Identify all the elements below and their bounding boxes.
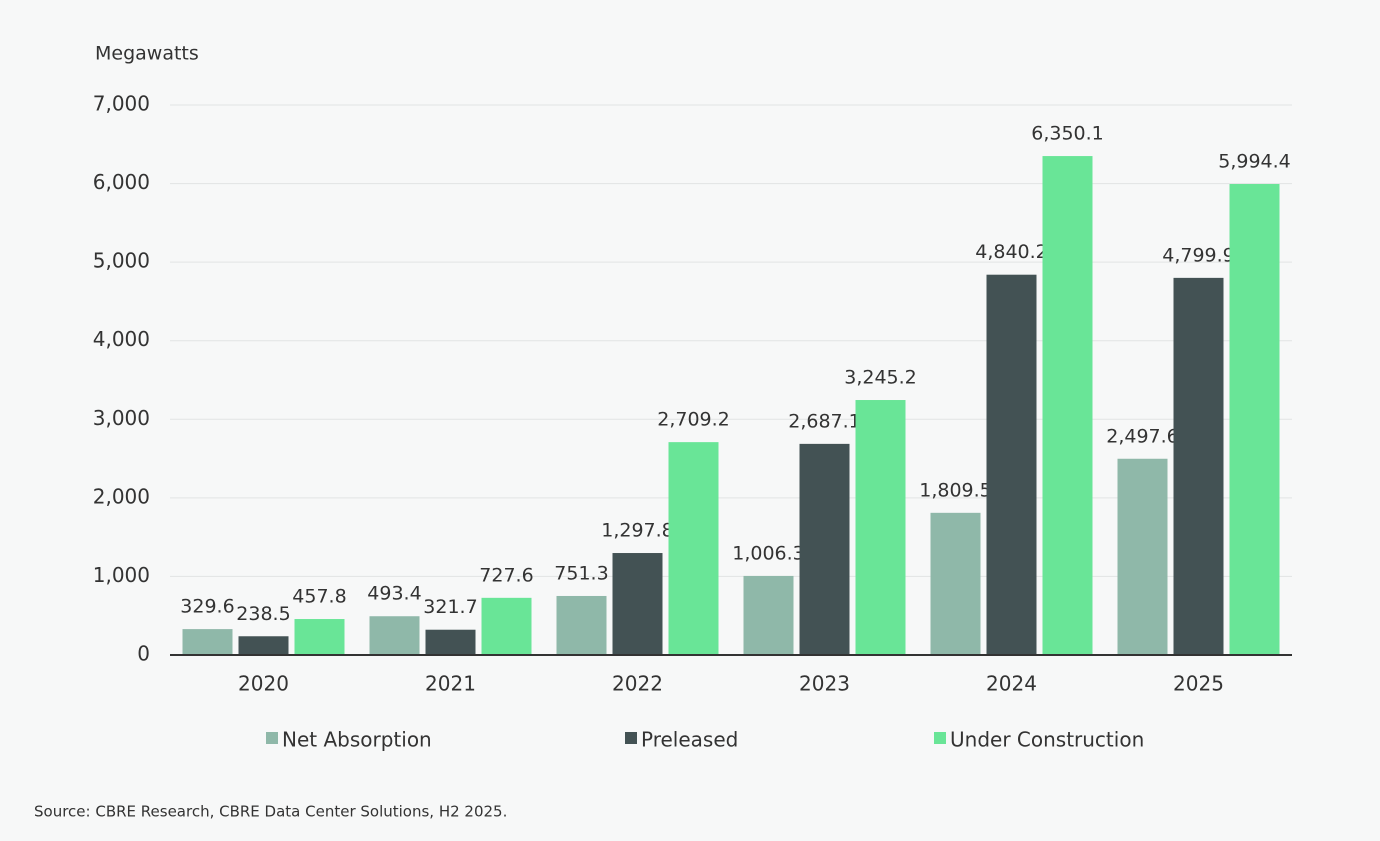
bar bbox=[799, 443, 850, 655]
legend-label: Preleased bbox=[641, 728, 738, 752]
x-tick-label: 2025 bbox=[1173, 672, 1224, 696]
y-tick-label: 6,000 bbox=[93, 170, 150, 194]
data-label: 2,709.2 bbox=[657, 409, 730, 431]
legend-label: Under Construction bbox=[950, 728, 1144, 752]
legend-label: Net Absorption bbox=[282, 728, 432, 752]
bar bbox=[425, 629, 476, 655]
data-label: 321.7 bbox=[423, 596, 477, 618]
bar bbox=[743, 575, 794, 655]
data-label: 457.8 bbox=[292, 586, 346, 608]
bar bbox=[855, 400, 906, 655]
y-tick-label: 1,000 bbox=[93, 563, 150, 587]
data-label: 329.6 bbox=[180, 596, 234, 618]
data-label: 1,006.3 bbox=[732, 542, 805, 564]
data-label: 3,245.2 bbox=[844, 367, 917, 389]
data-label: 6,350.1 bbox=[1031, 123, 1104, 145]
x-tick-label: 2024 bbox=[986, 672, 1037, 696]
x-tick-label: 2023 bbox=[799, 672, 850, 696]
bar bbox=[1229, 184, 1280, 656]
x-tick-label: 2022 bbox=[612, 672, 663, 696]
bar bbox=[986, 274, 1037, 655]
y-tick-label: 0 bbox=[137, 642, 150, 666]
y-tick-label: 4,000 bbox=[93, 327, 150, 351]
data-label: 238.5 bbox=[236, 603, 290, 625]
bar bbox=[1173, 277, 1224, 655]
data-label: 5,994.4 bbox=[1218, 151, 1291, 173]
data-label: 2,497.6 bbox=[1106, 425, 1179, 447]
x-tick-label: 2021 bbox=[425, 672, 476, 696]
data-label: 2,687.1 bbox=[788, 410, 861, 432]
bar bbox=[612, 553, 663, 655]
bar bbox=[556, 595, 607, 655]
bar bbox=[369, 616, 420, 655]
y-tick-label: 3,000 bbox=[93, 406, 150, 430]
source-note: Source: CBRE Research, CBRE Data Center … bbox=[34, 803, 507, 821]
bar bbox=[481, 597, 532, 655]
data-label: 727.6 bbox=[479, 564, 533, 586]
data-label: 493.4 bbox=[367, 583, 421, 605]
x-tick-label: 2020 bbox=[238, 672, 289, 696]
data-label: 1,809.5 bbox=[919, 479, 992, 501]
y-tick-label: 5,000 bbox=[93, 249, 150, 273]
bar bbox=[1042, 156, 1093, 655]
legend-swatch bbox=[266, 732, 278, 744]
data-label: 4,840.2 bbox=[975, 241, 1048, 263]
bar bbox=[182, 629, 233, 655]
bar bbox=[294, 619, 345, 655]
legend-swatch bbox=[934, 732, 946, 744]
data-label: 1,297.8 bbox=[601, 520, 674, 542]
legend-swatch bbox=[625, 732, 637, 744]
bar bbox=[930, 512, 981, 655]
data-label: 4,799.9 bbox=[1162, 244, 1235, 266]
bar bbox=[238, 636, 289, 655]
bar bbox=[1117, 458, 1168, 655]
y-tick-label: 7,000 bbox=[93, 92, 150, 116]
y-axis-label: Megawatts bbox=[95, 43, 199, 65]
bar bbox=[668, 442, 719, 655]
data-label: 751.3 bbox=[554, 562, 608, 584]
y-tick-label: 2,000 bbox=[93, 484, 150, 508]
